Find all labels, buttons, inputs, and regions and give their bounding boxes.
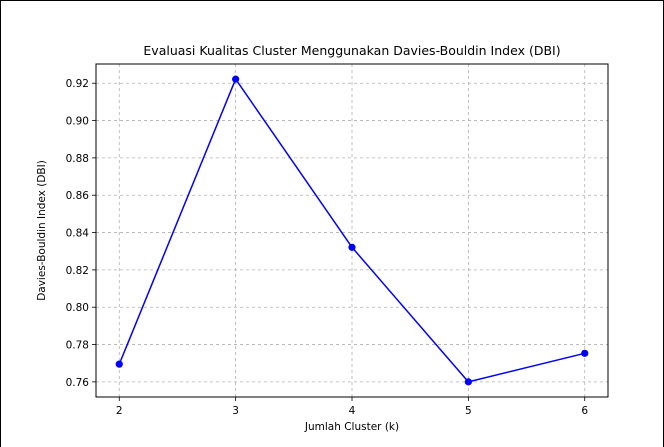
x-tick-label-0: 2 xyxy=(116,405,123,417)
data-point-k4 xyxy=(348,243,356,251)
x-tick-label-1: 3 xyxy=(232,405,239,417)
data-point-k5 xyxy=(464,378,472,386)
series-layer xyxy=(115,75,589,386)
y-tick-label-0: 0.76 xyxy=(66,377,90,389)
x-tick-label-2: 4 xyxy=(349,405,356,417)
y-tick-label-3: 0.82 xyxy=(66,265,89,277)
y-tick-label-7: 0.90 xyxy=(66,116,89,128)
y-tick-label-5: 0.86 xyxy=(66,190,90,202)
grid-lines xyxy=(96,64,608,397)
x-axis-label: Jumlah Cluster (k) xyxy=(304,421,399,433)
y-tick-label-4: 0.84 xyxy=(66,228,90,240)
data-point-k2 xyxy=(115,360,123,368)
data-point-k6 xyxy=(581,349,589,357)
y-tick-label-1: 0.78 xyxy=(66,340,89,352)
y-tick-label-2: 0.80 xyxy=(66,302,89,314)
chart-title: Evaluasi Kualitas Cluster Menggunakan Da… xyxy=(143,43,560,58)
data-point-k3 xyxy=(232,75,240,83)
axis-ticks: 2 3 4 5 6 0.76 0.78 0.80 0.82 0.84 0.86 0.88 0.90 0.9… xyxy=(66,78,589,417)
x-tick-label-4: 6 xyxy=(581,405,588,417)
x-tick-label-3: 5 xyxy=(465,405,472,417)
y-tick-label-6: 0.88 xyxy=(66,153,89,165)
y-tick-label-8: 0.92 xyxy=(66,78,89,90)
y-axis-label: Davies-Bouldin Index (DBI) xyxy=(36,160,48,301)
